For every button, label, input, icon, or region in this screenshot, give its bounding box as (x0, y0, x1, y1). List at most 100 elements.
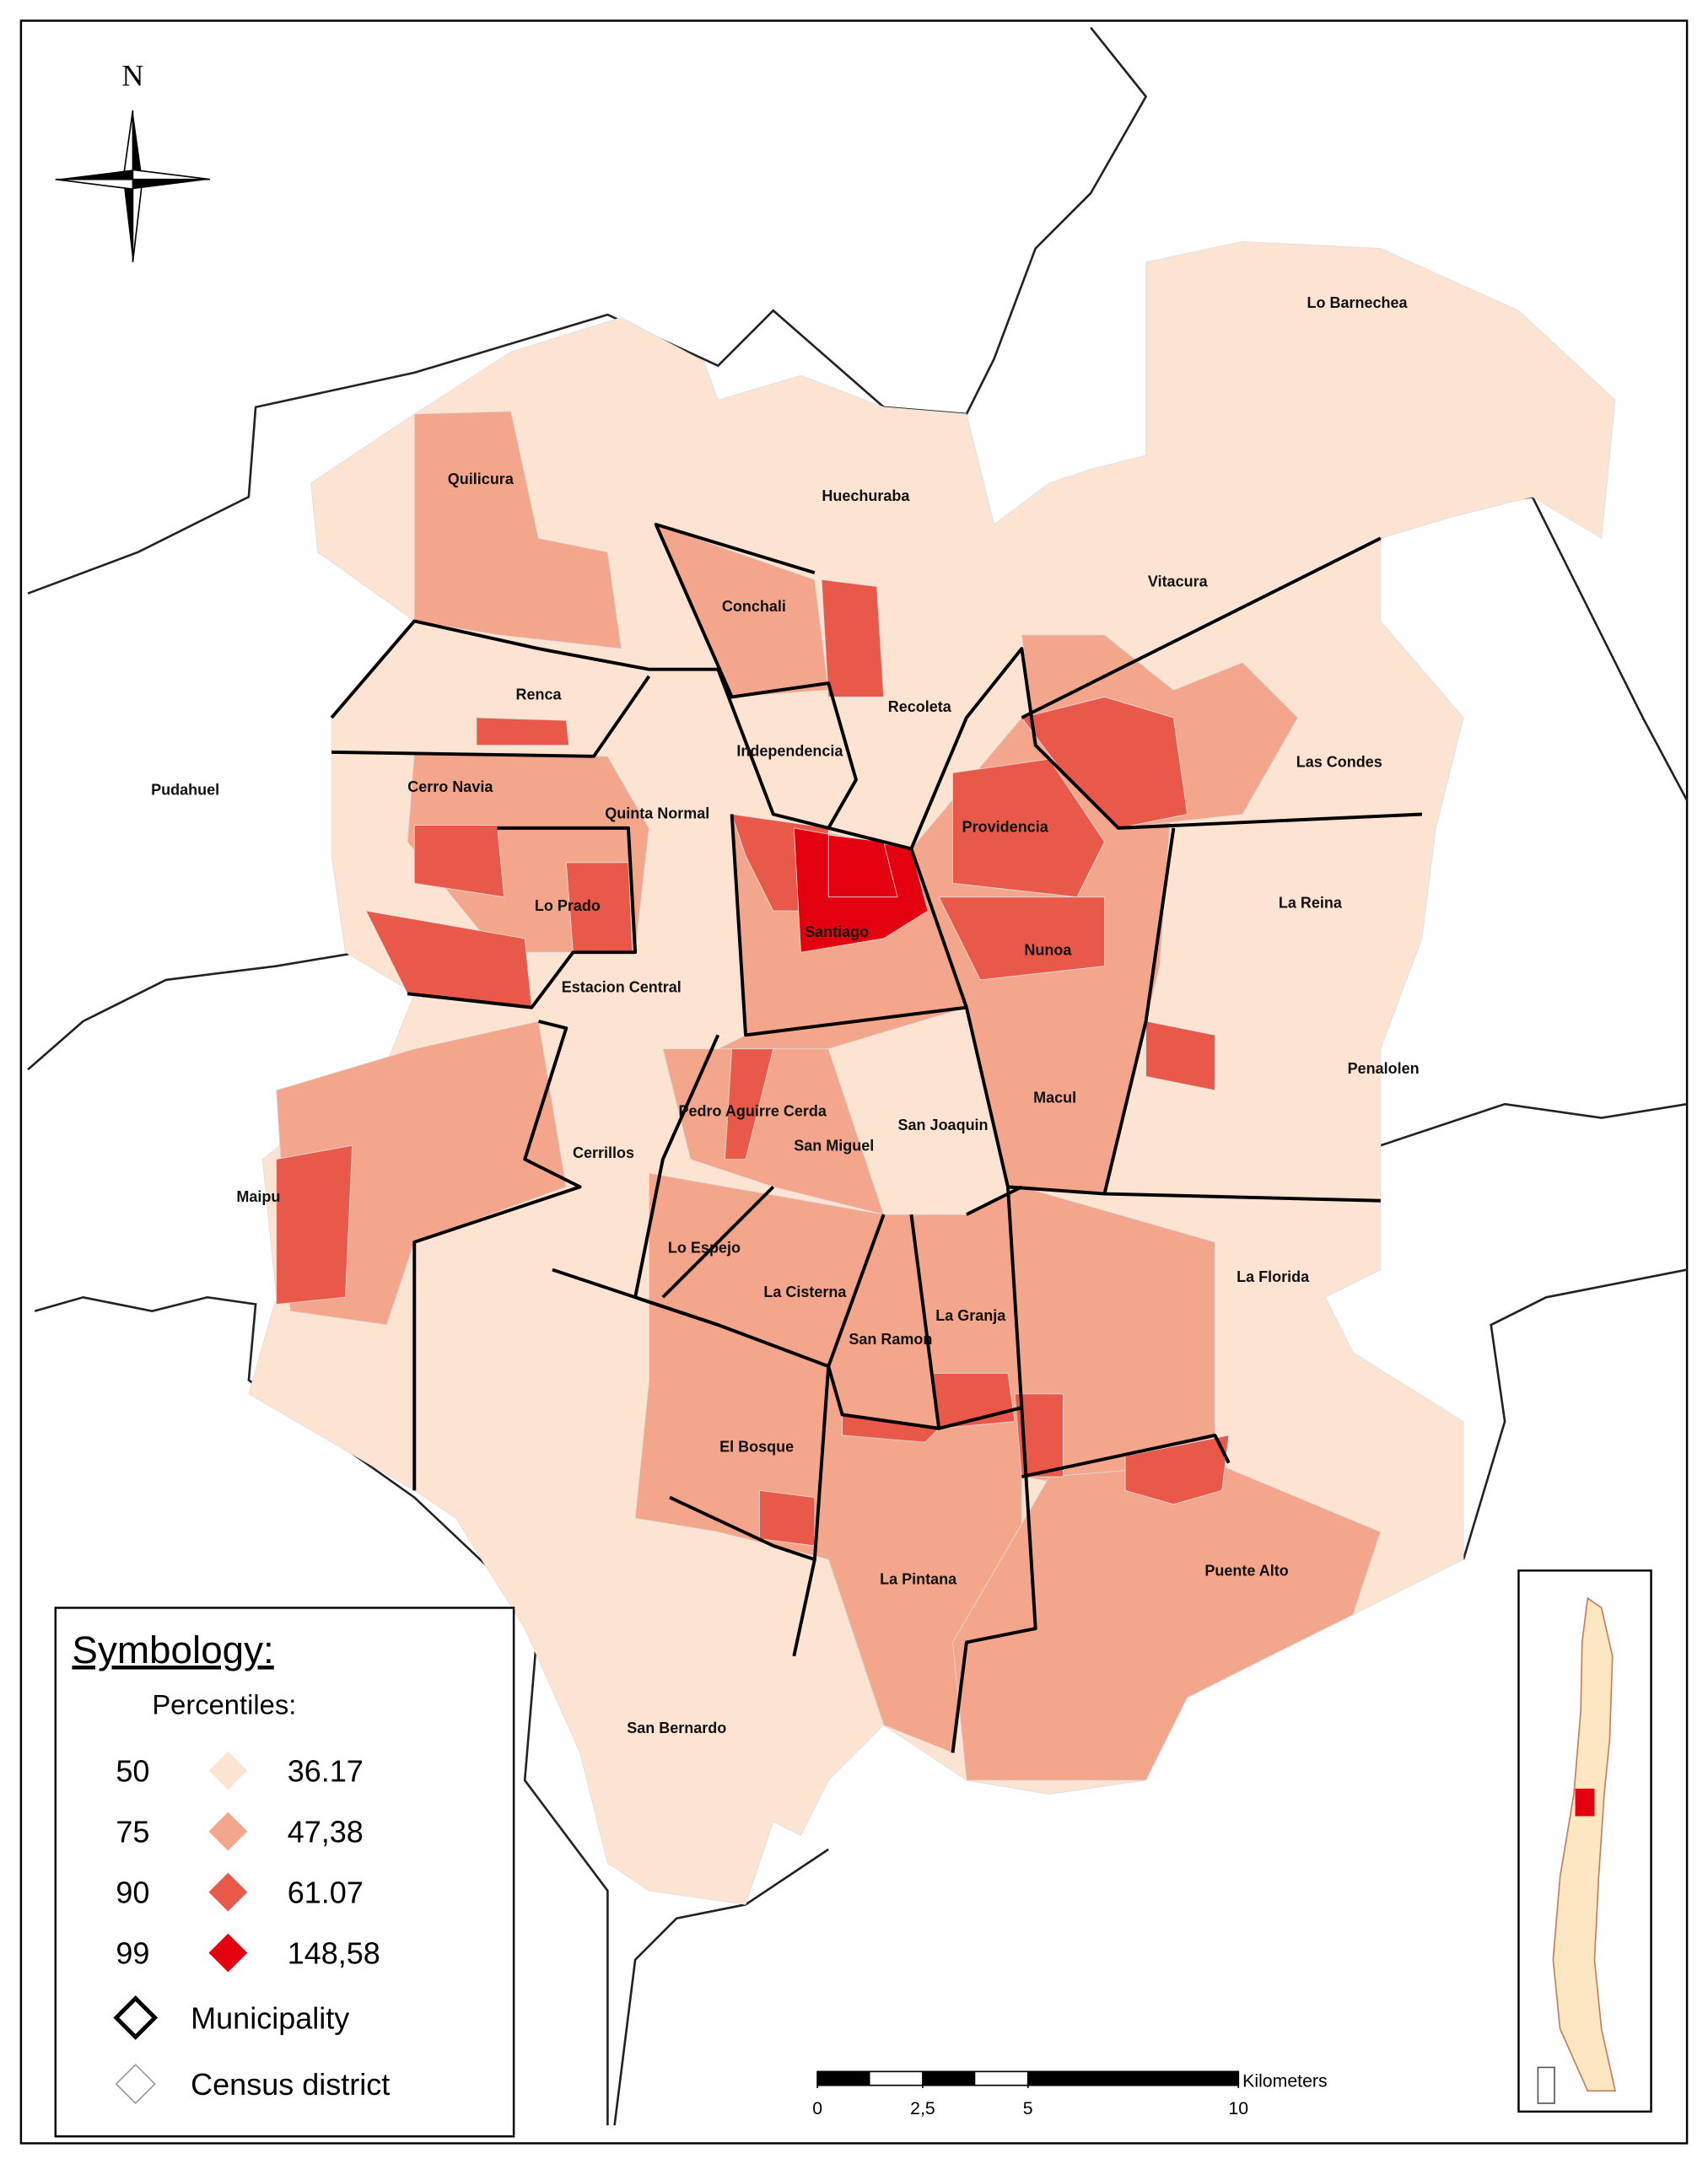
percentile-label: 99 (116, 1936, 149, 1971)
percentile-label: 90 (116, 1876, 149, 1910)
municipality-line (552, 1185, 1381, 1562)
class-value: 36.17 (288, 1754, 364, 1789)
arrow-part (132, 169, 211, 180)
municipality-label: Estacion Central (562, 978, 682, 995)
boundary-line (1380, 1102, 1688, 1147)
boundary-line (27, 26, 1148, 595)
region (1124, 1435, 1230, 1505)
municipality-label: San Bernardo (627, 1720, 726, 1736)
scale-tick-label: 2,5 (910, 2098, 935, 2118)
region (476, 717, 570, 746)
region (758, 1489, 816, 1547)
region (276, 1144, 353, 1305)
municipality-label: Quinta Normal (605, 805, 709, 821)
inset-map (1517, 1569, 1652, 2113)
scale-tick-label: 10 (1228, 2098, 1248, 2118)
scale-unit: Kilometers (1242, 2070, 1327, 2091)
region (1014, 1393, 1064, 1478)
legend-label: Municipality (191, 2001, 349, 2036)
percentile-label: 50 (116, 1754, 149, 1789)
inset-country (1552, 1596, 1617, 2092)
class-symbol (208, 1933, 248, 1973)
municipality-label: Conchali (722, 598, 786, 615)
class-symbol (208, 1751, 248, 1790)
region (1145, 1020, 1215, 1091)
municipality-label: San Ramon (849, 1331, 932, 1348)
boundary-line (1462, 1268, 1688, 1560)
municipality-label: Santiago (805, 923, 869, 940)
region (938, 896, 1105, 981)
legend-title: Symbology: (72, 1628, 273, 1671)
north-label: N (121, 58, 143, 92)
municipality-label: Macul (1033, 1089, 1076, 1106)
boundary-line (613, 1848, 829, 2126)
scale-segment (1027, 2071, 1239, 2086)
municipality-label: Independencia (736, 743, 843, 760)
municipality-line (412, 1020, 1037, 1753)
scale-tick-label: 0 (812, 2098, 822, 2118)
municipality-label: Puente Alto (1204, 1563, 1288, 1580)
class-value: 148,58 (288, 1936, 380, 1971)
inset-highlight (1575, 1788, 1595, 1817)
municipality-label: Renca (516, 686, 563, 703)
municipality-label: El Bosque (719, 1438, 794, 1455)
municipality-label: Cerrillos (573, 1144, 634, 1161)
legend-box (54, 1607, 515, 2138)
municipality-line (330, 522, 1423, 851)
region (725, 1048, 774, 1160)
municipality-label: Las Condes (1296, 754, 1382, 771)
class-value: 61.07 (288, 1876, 364, 1910)
region (276, 1020, 567, 1326)
municipality-label: La Reina (1279, 895, 1343, 912)
municipality-label: Recoleta (888, 698, 952, 715)
class-symbol (208, 1872, 248, 1912)
legend: Symbology: Percentiles: Municipality Cen… (54, 1607, 515, 2138)
municipality-label: La Granja (935, 1307, 1006, 1324)
region (952, 758, 1105, 898)
municipality-symbol (113, 1995, 159, 2040)
boundary-line (27, 950, 360, 1071)
class-value: 47,38 (288, 1815, 364, 1849)
municipality-label: Lo Prado (535, 897, 601, 914)
class-symbol (208, 1811, 248, 1851)
percentile-label: 75 (116, 1815, 149, 1849)
municipality-label: Nunoa (1024, 941, 1072, 958)
inset-small-frame (1537, 2066, 1555, 2104)
arrow-part (132, 179, 211, 190)
region (952, 1462, 1382, 1781)
municipality-label: Providencia (962, 819, 1049, 836)
municipality-label: Pedro Aguirre Cerda (679, 1103, 827, 1120)
scale-tick-label: 5 (1023, 2098, 1033, 2118)
municipality-label: Lo Espejo (668, 1240, 741, 1257)
municipality-label: Vitacura (1148, 573, 1209, 589)
region (827, 834, 898, 898)
region (413, 825, 505, 898)
map-area (27, 26, 1689, 2126)
municipality-line (331, 675, 1176, 1196)
municipality-label: La Florida (1237, 1268, 1310, 1285)
municipality-boundaries (330, 522, 1423, 1753)
scale-bar: Kilometers 0 2,5 5 10 (812, 2070, 1327, 2118)
municipality-label: Quilicura (448, 471, 515, 487)
municipality-label: Penalolen (1348, 1060, 1420, 1077)
municipality-label: Lo Barnechea (1307, 294, 1408, 311)
region (662, 1048, 885, 1215)
municipality-label: La Pintana (880, 1571, 957, 1588)
boundary-line (34, 1295, 609, 2126)
municipality-label: Huechuraba (822, 487, 910, 504)
municipality-label: San Joaquin (898, 1117, 989, 1133)
scale-segment (922, 2071, 976, 2086)
region (821, 579, 885, 697)
arrow-part (132, 110, 143, 180)
district-symbol (115, 2064, 156, 2105)
municipality-label: Cerro Navia (407, 778, 493, 795)
municipality-label: Maipu (236, 1188, 280, 1205)
legend-label: Census district (191, 2067, 390, 2102)
municipality-label: Pudahuel (151, 781, 219, 798)
labels: Lo Barnechea Quilicura Huechuraba Vitacura C… (151, 294, 1419, 1736)
municipality-label: San Miguel (794, 1138, 874, 1155)
scale-segment (817, 2071, 870, 2086)
legend-subtitle: Percentiles: (152, 1689, 296, 1720)
municipality-label: La Cisterna (763, 1284, 847, 1300)
